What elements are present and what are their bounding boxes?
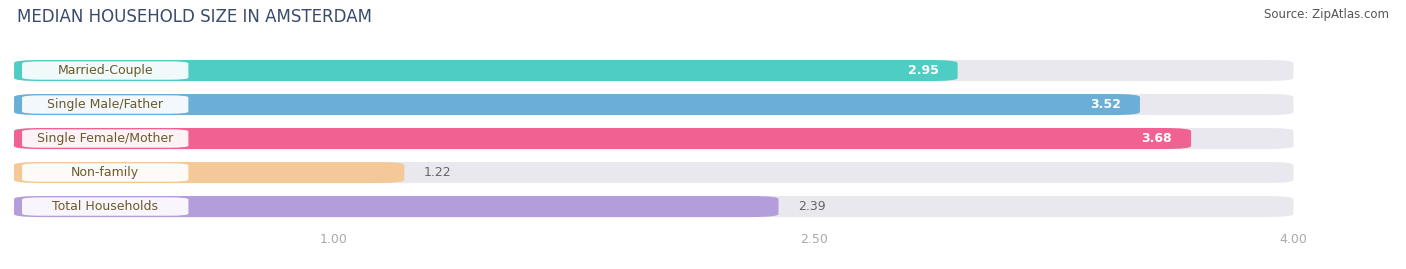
Text: Married-Couple: Married-Couple xyxy=(58,64,153,77)
FancyBboxPatch shape xyxy=(22,197,188,216)
Text: MEDIAN HOUSEHOLD SIZE IN AMSTERDAM: MEDIAN HOUSEHOLD SIZE IN AMSTERDAM xyxy=(17,8,371,26)
FancyBboxPatch shape xyxy=(22,61,188,80)
FancyBboxPatch shape xyxy=(14,196,1294,217)
FancyBboxPatch shape xyxy=(22,129,188,148)
FancyBboxPatch shape xyxy=(22,163,188,182)
Text: 1.22: 1.22 xyxy=(423,166,451,179)
Text: 2.95: 2.95 xyxy=(907,64,938,77)
FancyBboxPatch shape xyxy=(14,162,1294,183)
Text: 3.68: 3.68 xyxy=(1142,132,1173,145)
Text: Single Male/Father: Single Male/Father xyxy=(48,98,163,111)
Text: 3.52: 3.52 xyxy=(1090,98,1121,111)
FancyBboxPatch shape xyxy=(14,94,1140,115)
Text: Non-family: Non-family xyxy=(72,166,139,179)
FancyBboxPatch shape xyxy=(14,196,779,217)
FancyBboxPatch shape xyxy=(14,128,1294,149)
Text: Single Female/Mother: Single Female/Mother xyxy=(37,132,173,145)
FancyBboxPatch shape xyxy=(14,60,1294,81)
Text: Source: ZipAtlas.com: Source: ZipAtlas.com xyxy=(1264,8,1389,21)
Text: Total Households: Total Households xyxy=(52,200,159,213)
FancyBboxPatch shape xyxy=(14,162,405,183)
FancyBboxPatch shape xyxy=(14,60,957,81)
Text: 2.39: 2.39 xyxy=(797,200,825,213)
FancyBboxPatch shape xyxy=(22,95,188,114)
FancyBboxPatch shape xyxy=(14,128,1191,149)
FancyBboxPatch shape xyxy=(14,94,1294,115)
